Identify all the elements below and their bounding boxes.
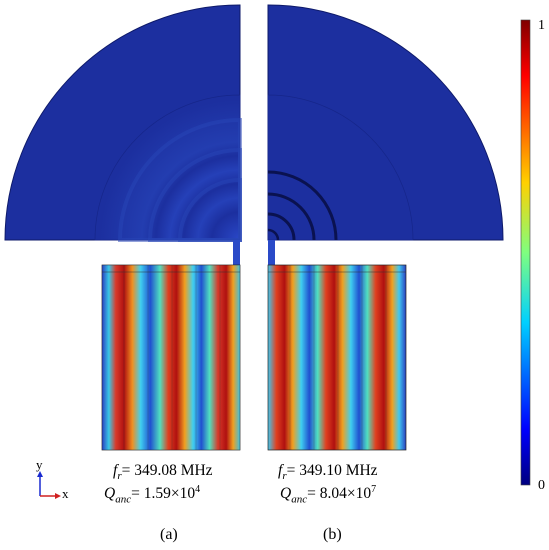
panel-b-resonance: fr= 349.10 MHz (278, 462, 378, 483)
colorbar-max-label: 1 (538, 18, 545, 33)
colorbar-min-label: 0 (538, 478, 545, 493)
domain-b-port (268, 240, 275, 265)
domain-a-port (233, 240, 240, 265)
axis-y-label: y (36, 457, 43, 472)
domain-b-cavity (267, 264, 407, 451)
domain-a-inner (94, 94, 241, 241)
ring-2 (267, 192, 316, 241)
domain-b-inner (267, 94, 414, 241)
ring-3 (267, 212, 296, 241)
axis-glyph (37, 471, 61, 499)
ring-1 (267, 170, 338, 241)
colorbar (520, 19, 531, 486)
axis-x-label: x (62, 486, 69, 501)
panel-a-quality: Qanc= 1.59×104 (104, 484, 201, 506)
domain-b (267, 4, 504, 451)
panel-a-resonance: fr= 349.08 MHz (113, 462, 213, 483)
panel-b-label: (b) (323, 526, 342, 543)
domain-a (4, 4, 242, 451)
panel-b-quality: Qanc= 8.04×107 (280, 484, 377, 506)
panel-a-label: (a) (160, 526, 178, 543)
colorbar-bar (520, 19, 531, 486)
